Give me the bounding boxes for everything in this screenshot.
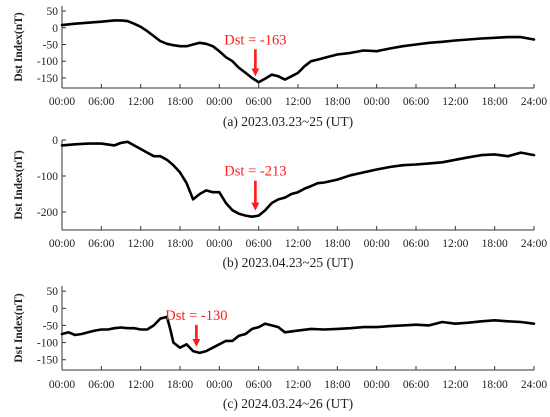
x-tick-label: 06:00 xyxy=(88,379,114,391)
x-tick-label: 00:00 xyxy=(206,238,232,250)
panel-caption: (b) 2023.04.23~25 (UT) xyxy=(222,255,353,270)
y-tick-label: 50 xyxy=(47,286,59,298)
x-tick-label: 12:00 xyxy=(128,379,154,391)
x-tick-label: 00:00 xyxy=(49,96,75,108)
y-tick-label: -100 xyxy=(37,56,58,68)
x-tick-label: 18:00 xyxy=(482,379,508,391)
x-tick-label: 06:00 xyxy=(403,238,429,250)
y-tick-label: 50 xyxy=(47,6,59,18)
x-tick-label: 00:00 xyxy=(364,96,390,108)
y-axis-label: Dst Index(nT) xyxy=(13,12,25,82)
y-tick-label: -100 xyxy=(37,171,58,183)
min-dst-annotation: Dst = -213 xyxy=(224,164,286,180)
x-tick-label: 12:00 xyxy=(128,96,154,108)
dst-series-line xyxy=(60,140,536,218)
x-tick-label: 18:00 xyxy=(482,96,508,108)
x-tick-label: 18:00 xyxy=(167,379,193,391)
x-tick-label: 12:00 xyxy=(285,379,311,391)
panel-caption: (c) 2024.03.24~26 (UT) xyxy=(223,396,353,411)
x-tick-label: 00:00 xyxy=(206,379,232,391)
x-tick-label: 00:00 xyxy=(49,238,75,250)
y-tick-label: -150 xyxy=(37,73,58,85)
dst-series-line xyxy=(60,315,536,355)
x-tick-label: 06:00 xyxy=(88,96,114,108)
dst-series-line xyxy=(60,19,536,84)
x-tick-label: 06:00 xyxy=(246,238,272,250)
x-tick-label: 12:00 xyxy=(128,238,154,250)
panel-1: 50 0 -50 -100 -150 00:00 06:00 12:00 18:00 00:00 0… xyxy=(13,6,547,129)
panel-2: 0 -100 -200 00:00 06:00 12:00 18:00 00:00 06:00 1… xyxy=(13,135,547,270)
x-tick-label: 18:00 xyxy=(167,238,193,250)
x-tick-label: 24:00 xyxy=(521,96,547,108)
x-tick-label: 00:00 xyxy=(364,379,390,391)
y-tick-label: 0 xyxy=(52,303,58,315)
min-dst-annotation: Dst = -163 xyxy=(224,32,286,48)
y-tick-label: -200 xyxy=(37,207,58,219)
y-tick-label: -150 xyxy=(37,355,58,367)
panel-3: 50 0 -50 -100 -150 00:00 06:00 12:00 18:00 00:00 0… xyxy=(13,286,547,411)
x-tick-label: 06:00 xyxy=(403,379,429,391)
x-tick-label: 06:00 xyxy=(403,96,429,108)
x-tick-label: 12:00 xyxy=(285,96,311,108)
x-tick-label: 18:00 xyxy=(324,238,350,250)
y-axis-label: Dst Index(nT) xyxy=(13,293,25,363)
x-tick-label: 12:00 xyxy=(285,238,311,250)
x-tick-label: 06:00 xyxy=(246,96,272,108)
x-tick-label: 18:00 xyxy=(482,238,508,250)
x-tick-label: 12:00 xyxy=(442,96,468,108)
x-tick-label: 18:00 xyxy=(324,379,350,391)
x-tick-label: 18:00 xyxy=(324,96,350,108)
y-tick-label: -50 xyxy=(43,39,59,51)
x-tick-label: 00:00 xyxy=(49,379,75,391)
x-tick-label: 24:00 xyxy=(521,238,547,250)
x-tick-label: 12:00 xyxy=(442,379,468,391)
x-tick-label: 00:00 xyxy=(364,238,390,250)
y-axis-label: Dst Index(nT) xyxy=(13,150,25,220)
x-tick-label: 00:00 xyxy=(206,96,232,108)
min-dst-annotation: Dst = -130 xyxy=(165,308,227,324)
y-tick-label: -100 xyxy=(37,338,58,350)
y-tick-label: 0 xyxy=(52,135,58,147)
x-tick-label: 06:00 xyxy=(246,379,272,391)
y-tick-label: 0 xyxy=(52,23,58,35)
x-tick-label: 24:00 xyxy=(521,379,547,391)
x-tick-label: 18:00 xyxy=(167,96,193,108)
x-tick-label: 12:00 xyxy=(442,238,468,250)
y-tick-label: -50 xyxy=(43,320,59,332)
panel-caption: (a) 2023.03.23~25 (UT) xyxy=(223,114,353,129)
x-tick-label: 06:00 xyxy=(88,238,114,250)
